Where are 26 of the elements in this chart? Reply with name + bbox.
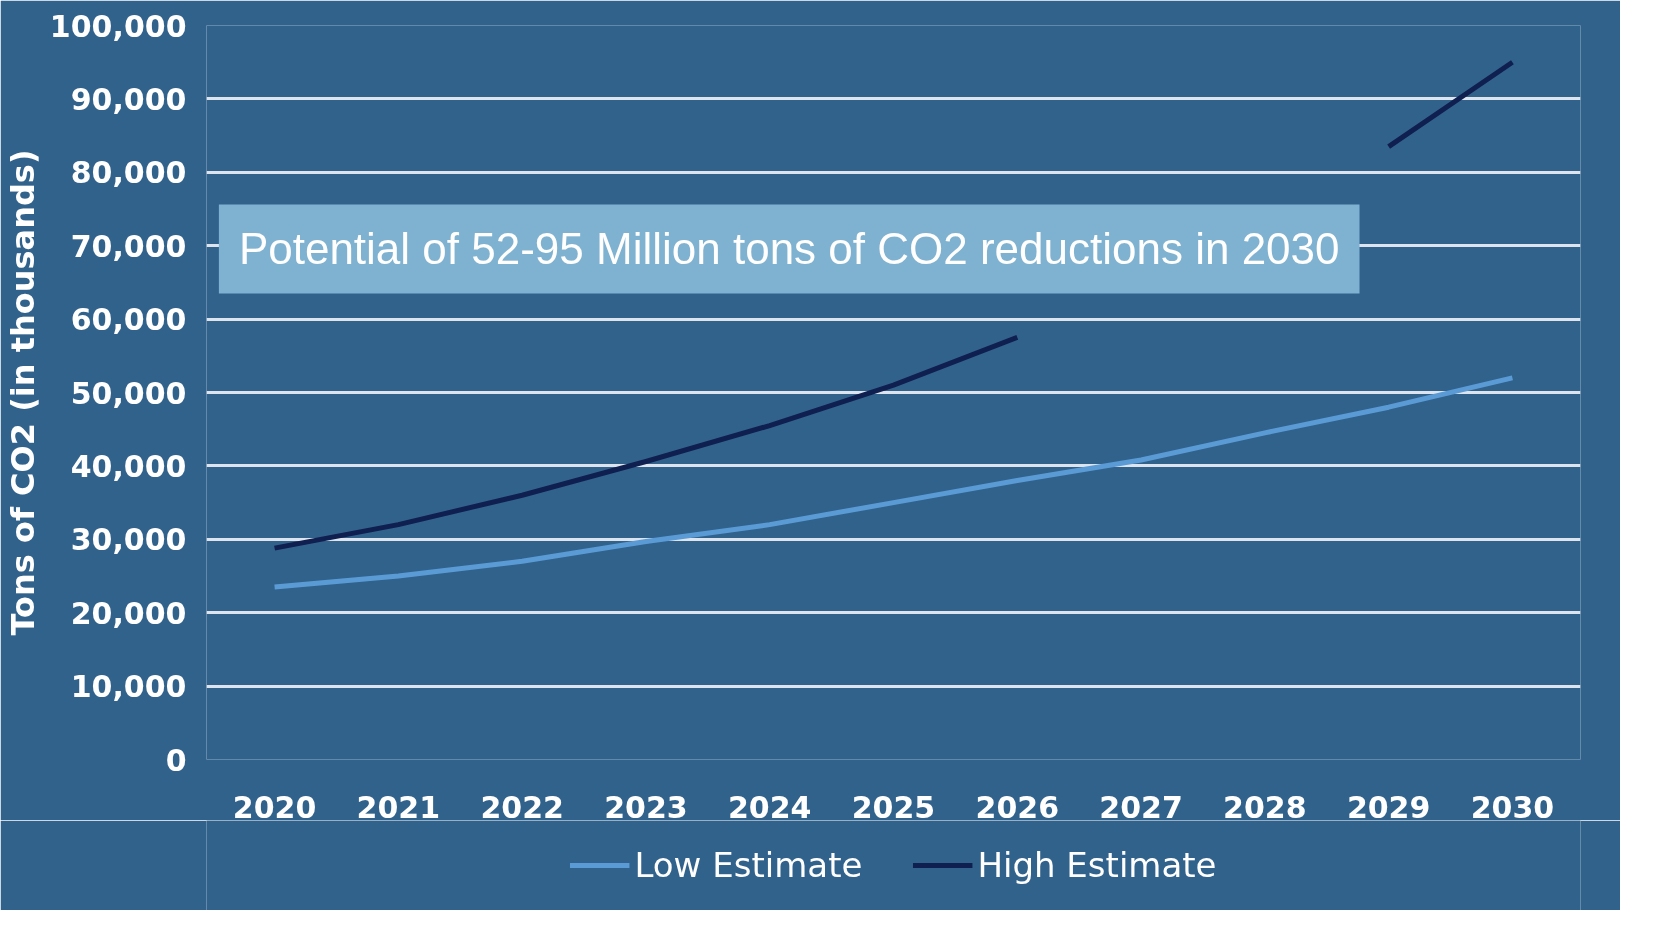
y-tick-label: 80,000 bbox=[70, 155, 187, 191]
x-tick-label: 2025 bbox=[851, 789, 936, 825]
x-tick-label: 2024 bbox=[727, 789, 812, 825]
y-tick-label: 20,000 bbox=[70, 595, 187, 631]
y-tick-label: 30,000 bbox=[70, 522, 187, 558]
y-tick-label: 50,000 bbox=[70, 375, 187, 411]
x-tick-label: 2030 bbox=[1470, 789, 1555, 825]
x-tick-label: 2028 bbox=[1223, 789, 1307, 825]
y-tick-label: 100,000 bbox=[49, 8, 187, 44]
x-tick-label: 2026 bbox=[975, 789, 1060, 825]
y-tick-label: 60,000 bbox=[70, 302, 187, 338]
x-tick-label: 2029 bbox=[1346, 789, 1431, 825]
y-tick-label: 0 bbox=[165, 742, 187, 778]
y-tick-label: 90,000 bbox=[70, 81, 187, 117]
x-tick-label: 2023 bbox=[604, 789, 688, 825]
x-tick-label: 2021 bbox=[356, 789, 441, 825]
legend-label: High Estimate bbox=[977, 845, 1217, 885]
annotation: Potential of 52-95 Million tons of CO2 reductions in 2030 bbox=[238, 224, 1340, 274]
legend-label: Low Estimate bbox=[634, 845, 863, 885]
x-tick-label: 2022 bbox=[480, 789, 564, 825]
x-tick-label: 2020 bbox=[232, 789, 317, 825]
y-tick-label: 10,000 bbox=[70, 669, 187, 705]
y-tick-label: 40,000 bbox=[70, 448, 187, 484]
x-tick-label: 2027 bbox=[1099, 789, 1183, 825]
y-axis-title: Tons of CO2 (in thousands) bbox=[3, 149, 42, 636]
y-tick-label: 70,000 bbox=[70, 228, 187, 264]
